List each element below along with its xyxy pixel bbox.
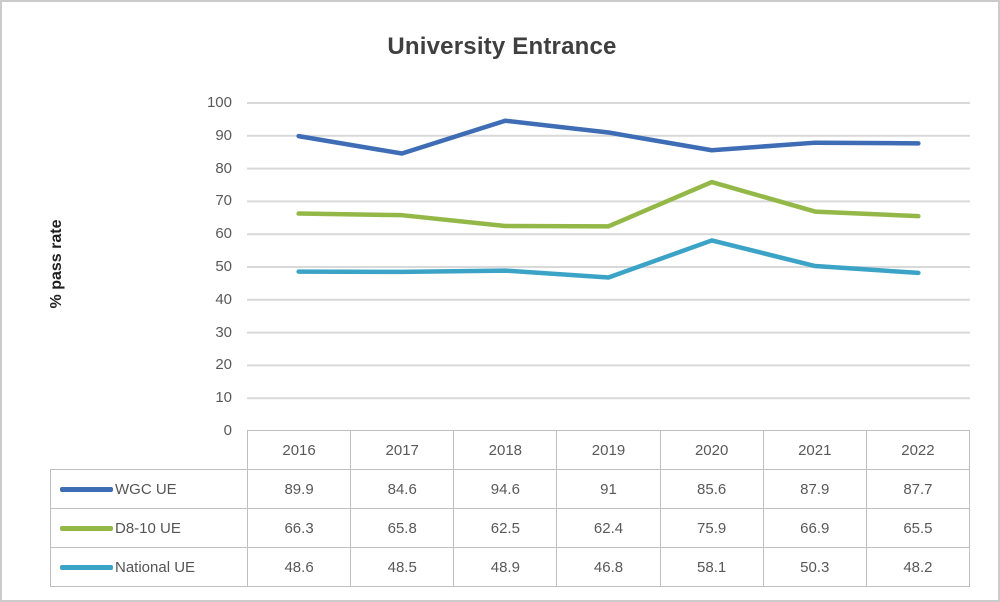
year-header-cell: 2017 [350, 430, 455, 470]
year-header-cell: 2018 [453, 430, 558, 470]
legend-line-marker-icon [60, 564, 113, 570]
legend-line-marker-icon [60, 486, 113, 492]
value-cell: 87.7 [865, 469, 971, 509]
y-axis-tick-label: 90 [215, 126, 232, 144]
chart-title: University Entrance [387, 33, 617, 60]
value-cell: 62.5 [453, 508, 558, 548]
y-axis-tick-label: 0 [223, 422, 232, 439]
y-axis-tick-label: 50 [215, 258, 232, 275]
year-header-cell: 2019 [556, 430, 661, 470]
y-axis-tick-label: 20 [215, 356, 232, 374]
legend-cell-wgc-ue: WGC UE [50, 469, 248, 509]
value-cell: 85.6 [659, 469, 764, 509]
y-axis-title: % pass rate [48, 219, 65, 309]
value-cell: 48.9 [453, 547, 558, 587]
y-axis-tick-label: 30 [215, 323, 232, 341]
year-header-cell: 2016 [246, 430, 352, 470]
legend-line-marker-icon [60, 525, 113, 531]
y-axis-tick-label: 10 [215, 389, 232, 407]
y-axis-tick-label: 60 [215, 225, 232, 243]
series-line-national-ue [296, 238, 921, 280]
value-cell: 91 [556, 469, 661, 509]
value-cell: 65.5 [865, 508, 971, 548]
line-chart-plot-area [247, 102, 970, 400]
series-line-d8-10-ue [296, 179, 921, 229]
value-cell: 46.8 [556, 547, 661, 587]
legend-cell-d8-10-ue: D8-10 UE [50, 508, 248, 548]
table-row: National UE 48.6 48.5 48.9 46.8 58.1 50.3 48.2 [50, 547, 971, 587]
y-axis-tick-label: 70 [215, 192, 232, 210]
year-header-cell: 2021 [762, 430, 867, 470]
y-axis-tick-label: 100 [206, 94, 232, 111]
table-corner-blank [51, 431, 248, 470]
value-cell: 58.1 [659, 547, 764, 587]
table-row: WGC UE 89.9 84.6 94.6 91 85.6 87.9 87.7 [50, 469, 971, 509]
value-cell: 87.9 [762, 469, 867, 509]
value-cell: 94.6 [453, 469, 558, 509]
y-axis-tick-label: 80 [215, 159, 232, 177]
series-line-wgc-ue [296, 118, 921, 156]
legend-label: D8-10 UE [115, 519, 181, 537]
value-cell: 48.6 [246, 547, 352, 587]
y-axis-tick-label: 40 [215, 290, 232, 308]
year-header-cell: 2020 [659, 430, 764, 470]
value-cell: 89.9 [246, 469, 352, 509]
value-cell: 66.3 [246, 508, 352, 548]
value-cell: 48.5 [350, 547, 455, 587]
table-row: D8-10 UE 66.3 65.8 62.5 62.4 75.9 66.9 65.5 [50, 508, 971, 548]
value-cell: 62.4 [556, 508, 661, 548]
value-cell: 65.8 [350, 508, 455, 548]
legend-cell-national-ue: National UE [50, 547, 248, 587]
year-header-cell: 2022 [865, 430, 971, 470]
value-cell: 66.9 [762, 508, 867, 548]
value-cell: 50.3 [762, 547, 867, 587]
legend-label: National UE [115, 558, 196, 576]
legend-label: WGC UE [115, 480, 177, 498]
data-table: 2016 2017 2018 2019 2020 2021 2022 WGC UE 89.9 84… [50, 430, 971, 587]
value-cell: 84.6 [350, 469, 455, 509]
value-cell: 48.2 [865, 547, 971, 587]
value-cell: 75.9 [659, 508, 764, 548]
